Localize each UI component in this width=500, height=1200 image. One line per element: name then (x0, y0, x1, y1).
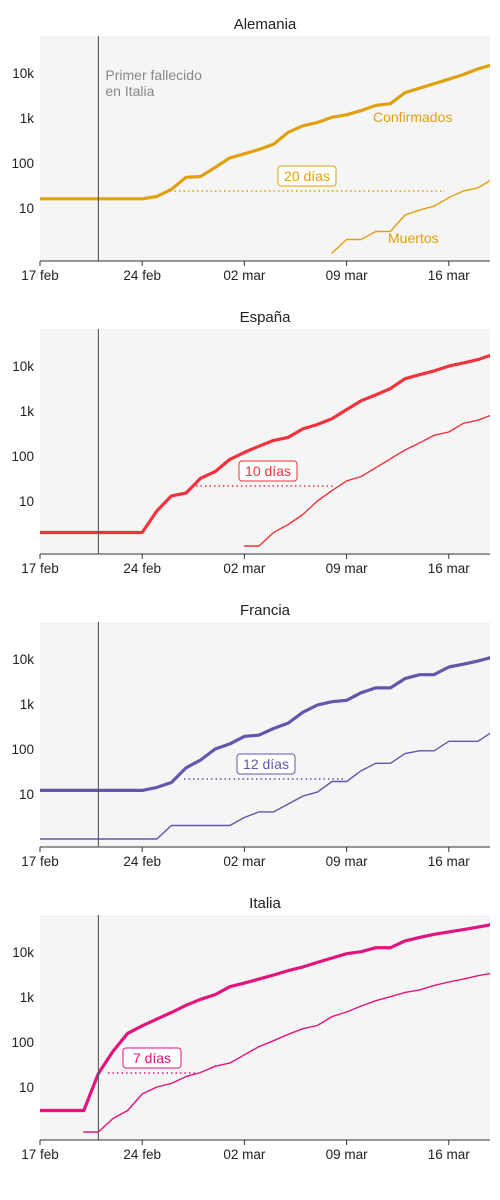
lag-label-box (277, 165, 337, 187)
y-tick-label: 100 (11, 156, 34, 171)
x-tick-label: 02 mar (223, 1147, 266, 1162)
series-line-confirmados (40, 923, 490, 1113)
series-label-confirmados: Confirmados (373, 109, 452, 125)
x-tick-label: 09 mar (326, 1147, 369, 1162)
chart-title: Italia (249, 895, 281, 912)
series-line-muertos (243, 414, 490, 547)
y-tick-label: 1k (20, 697, 35, 712)
series-line-muertos (40, 732, 490, 840)
series-line-confirmados (40, 656, 490, 793)
x-tick-label: 17 feb (21, 561, 59, 576)
y-tick-label: 100 (11, 449, 34, 464)
y-tick-label: 10 (19, 787, 34, 802)
y-tick-label: 10k (12, 652, 34, 667)
x-tick-label: 24 feb (123, 561, 161, 576)
lag-label: 7 días (133, 1050, 171, 1066)
series-line-confirmados (40, 353, 490, 535)
x-tick-label: 17 feb (21, 854, 59, 869)
plot-area (40, 329, 490, 554)
x-tick-label: 24 feb (123, 1147, 161, 1162)
series-line-muertos (83, 972, 490, 1133)
plot-area (40, 915, 490, 1140)
y-tick-label: 10k (12, 945, 34, 960)
x-tick-label: 16 mar (428, 268, 471, 283)
y-tick-label: 1k (20, 990, 35, 1005)
y-tick-label: 10 (19, 1080, 34, 1095)
y-tick-label: 100 (11, 742, 34, 757)
y-tick-label: 100 (11, 1035, 34, 1050)
x-tick-label: 09 mar (326, 854, 369, 869)
x-tick-label: 24 feb (123, 268, 161, 283)
x-tick-label: 17 feb (21, 1147, 59, 1162)
x-tick-label: 09 mar (326, 268, 369, 283)
x-tick-label: 02 mar (223, 854, 266, 869)
series-label-muertos: Muertos (388, 230, 439, 246)
y-tick-label: 1k (20, 111, 35, 126)
chart-italia: Italia 10 100 1k 10k 17 feb 24 feb 02 mar 09 mar… (11, 895, 490, 1162)
lag-label: 10 días (245, 463, 291, 479)
x-tick-label: 02 mar (223, 561, 266, 576)
chart-francia: Francia 10 100 1k 10k 17 feb 24 feb 02 mar 09 ma… (11, 602, 490, 869)
y-tick-label: 10 (19, 494, 34, 509)
x-tick-label: 09 mar (326, 561, 369, 576)
x-tick-label: 16 mar (428, 561, 471, 576)
y-tick-label: 10k (12, 66, 34, 81)
chart-title: Alemania (234, 16, 297, 33)
annotation-text: Primer fallecido (105, 67, 202, 83)
plot-area (40, 622, 490, 847)
series-line-muertos (331, 179, 490, 254)
x-tick-label: 24 feb (123, 854, 161, 869)
chart-alemania: Alemania 10 100 1k 10k 17 feb 24 feb 02 mar 09 m… (11, 16, 490, 283)
lag-label-box (122, 1047, 182, 1069)
y-tick-label: 10k (12, 359, 34, 374)
y-tick-label: 1k (20, 404, 35, 419)
chart-title: Francia (240, 602, 291, 619)
chart-title: España (240, 309, 292, 326)
x-tick-label: 17 feb (21, 268, 59, 283)
chart-espana: España 10 100 1k 10k 17 feb 24 feb 02 mar 09 mar… (11, 309, 490, 576)
x-tick-label: 02 mar (223, 268, 266, 283)
annotation-text: en Italia (105, 83, 154, 99)
lag-label-box (236, 753, 296, 775)
x-tick-label: 16 mar (428, 1147, 471, 1162)
lag-label: 20 días (284, 168, 330, 184)
lag-label: 12 días (243, 756, 289, 772)
x-tick-label: 16 mar (428, 854, 471, 869)
y-tick-label: 10 (19, 201, 34, 216)
lag-label-box (238, 460, 298, 482)
series-line-confirmados (40, 63, 490, 201)
